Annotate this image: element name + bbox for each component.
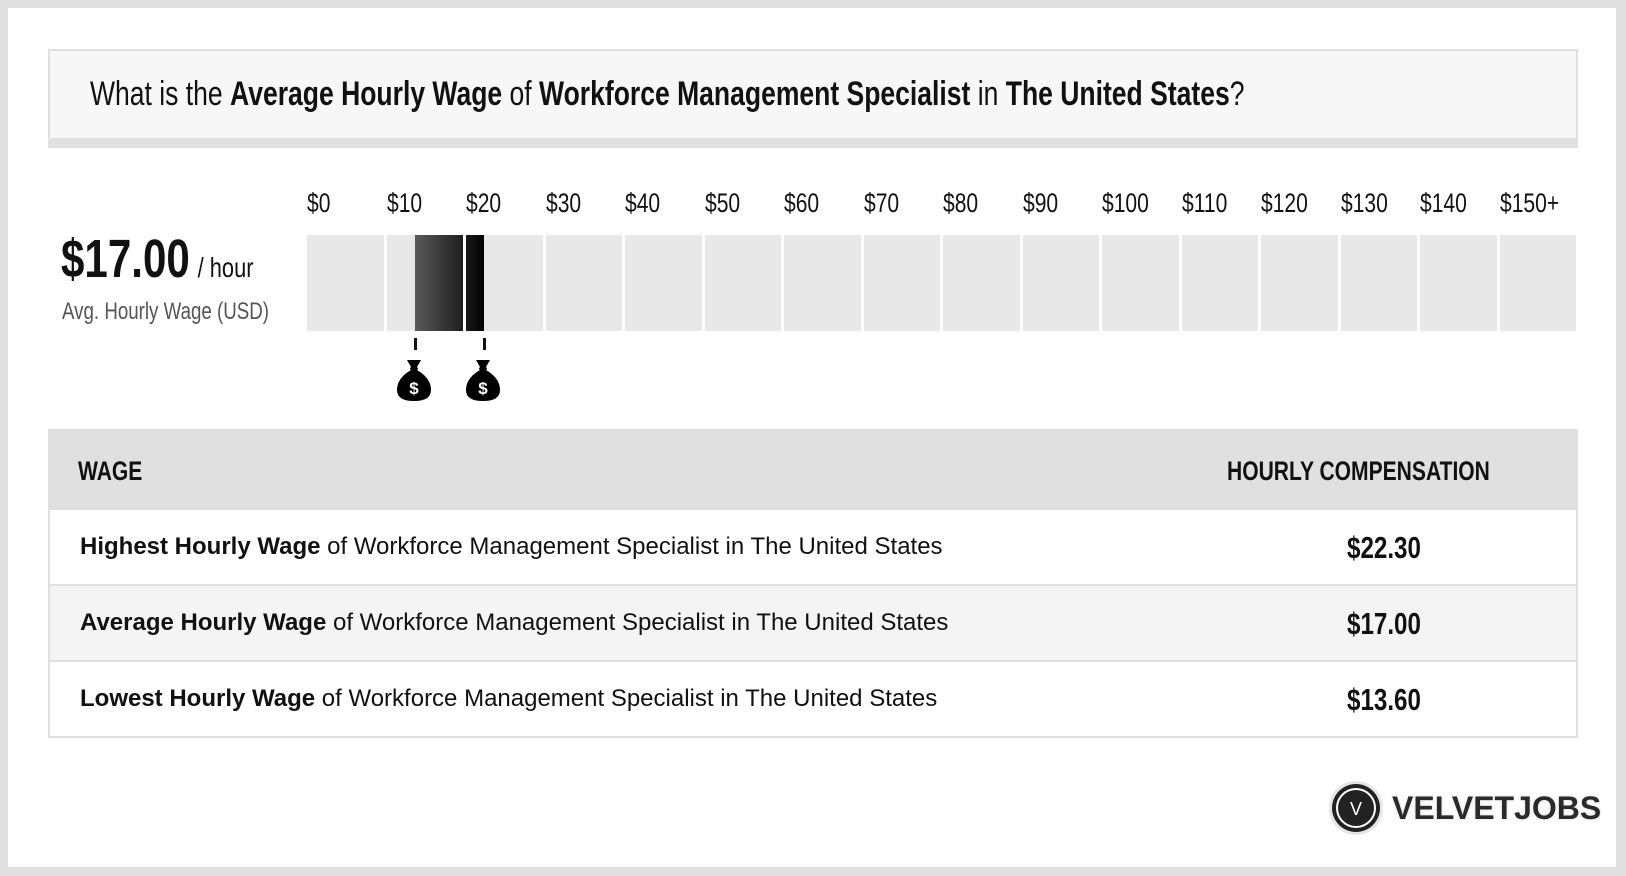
row-label-rest: of Workforce Management Specialist in Th… [326,609,949,636]
range-segment [863,235,940,331]
title-location: The United States [1005,75,1230,113]
axis-tick-label: $10 [386,188,422,218]
axis-tick-label: $60 [784,188,820,218]
axis-tick-label: $130 [1340,188,1388,218]
range-segment [943,235,1020,331]
row-label: Highest Hourly Wage of Workforce Managem… [80,533,943,561]
money-bag-icon: $ [464,358,504,407]
wage-range-track [307,235,1579,331]
row-label-bold: Average Hourly Wage [80,609,327,636]
range-segment [1499,235,1576,331]
axis-tick-label: $50 [704,188,740,218]
marker-line [413,338,417,350]
range-segment [625,235,702,331]
row-value: $17.00 [1347,606,1421,641]
range-segment [1340,235,1417,331]
row-label: Average Hourly Wage of Workforce Managem… [80,609,948,637]
svg-text:$: $ [409,379,419,398]
axis-ticks: $0 $10 $20 $30 $40 $50 $60 $70 $80 $90 $100 $110 $12… [307,188,1579,228]
title-job: Workforce Management Specialist [539,75,971,113]
table-row: Average Hourly Wage of Workforce Managem… [48,586,1578,662]
page-title: What is the Average Hourly Wage of Workf… [90,75,1244,114]
money-bag-icon: $ [395,358,435,407]
range-segment [1022,235,1099,331]
axis-tick-label: $90 [1022,188,1058,218]
wage-table: WAGE HOURLY COMPENSATION Highest Hourly … [48,429,1578,738]
axis-tick-label: $100 [1102,188,1149,218]
column-header-hourly-compensation: HOURLY COMPENSATION [1227,456,1490,486]
brand-name: VELVETJOBS [1392,789,1602,826]
range-low-to-average [415,235,463,331]
marker-line [482,338,486,350]
title-banner: What is the Average Hourly Wage of Workf… [48,49,1578,148]
row-label-rest: of Workforce Management Specialist in Th… [315,685,938,712]
range-segment [704,235,781,331]
range-segment [1420,235,1497,331]
table-row: Highest Hourly Wage of Workforce Managem… [48,510,1578,586]
wage-card: What is the Average Hourly Wage of Workf… [8,8,1616,867]
axis-tick-label: $30 [545,188,581,218]
velvetjobs-logo[interactable]: V VELVETJOBS [1328,780,1601,836]
title-part: ? [1229,75,1245,113]
average-wage-unit: / hour [197,252,254,283]
range-average-to-high [466,235,485,331]
title-part: of [502,75,540,113]
axis-tick-label: $0 [307,188,331,218]
row-label-bold: Highest Hourly Wage [80,533,321,560]
title-part: What is the [90,75,231,113]
average-wage-display: $17.00/ hour [61,228,253,290]
average-wage-amount: $17.00 [61,229,190,289]
average-wage-caption: Avg. Hourly Wage (USD) [62,298,270,325]
range-segment [784,235,861,331]
axis-tick-label: $70 [863,188,899,218]
axis-tick-label: $140 [1420,188,1467,218]
column-header-wage: WAGE [78,456,143,486]
axis-tick-label: $80 [943,188,979,218]
range-segment [307,235,384,331]
range-segment [545,235,622,331]
axis-tick-label: $110 [1181,188,1227,218]
row-label-rest: of Workforce Management Specialist in Th… [320,533,943,560]
svg-text:$: $ [479,379,489,398]
range-segment [1181,235,1258,331]
title-part: in [970,75,1006,113]
table-header: WAGE HOURLY COMPENSATION [48,429,1578,510]
range-segment [1102,235,1179,331]
table-row: Lowest Hourly Wage of Workforce Manageme… [48,662,1578,738]
range-segment [1261,235,1338,331]
logo-badge-icon: V [1329,781,1383,835]
row-value: $22.30 [1347,530,1421,565]
axis-tick-label: $120 [1261,188,1308,218]
svg-text:V: V [1350,799,1362,819]
title-metric: Average Hourly Wage [230,75,503,113]
axis-tick-label: $20 [466,188,502,218]
marker-highest: $ [464,338,504,407]
axis-tick-label: $150+ [1499,188,1559,218]
row-value: $13.60 [1347,682,1421,717]
row-label-bold: Lowest Hourly Wage [80,685,316,712]
axis-tick-label: $40 [625,188,661,218]
row-label: Lowest Hourly Wage of Workforce Manageme… [80,685,937,713]
marker-lowest: $ [395,338,435,407]
